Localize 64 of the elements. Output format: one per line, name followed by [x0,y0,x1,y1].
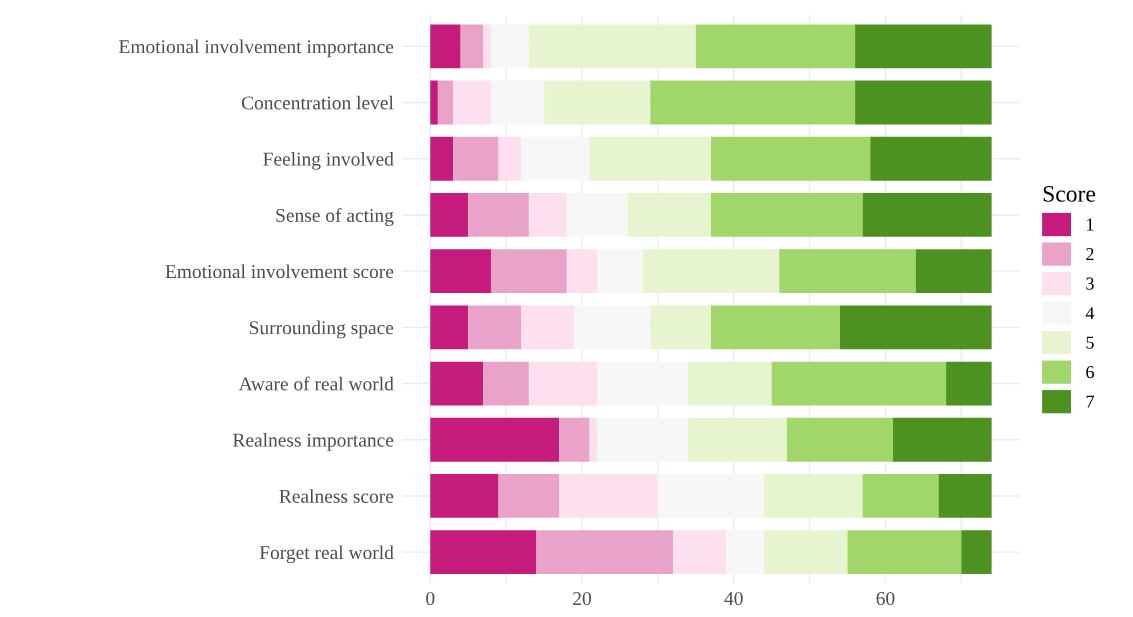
legend-title: Score [1043,185,1096,202]
bar [786,417,894,462]
bar [915,249,992,294]
y-tick-label: Realness score [279,489,394,503]
legend-label: 6 [1086,366,1094,379]
bar [430,80,438,125]
x-tick-label: 40 [724,591,743,606]
bar [430,530,537,575]
legend-label: 3 [1086,277,1094,290]
bar [961,530,992,575]
bar [468,305,522,350]
bar [430,305,469,350]
bar [437,80,454,125]
y-tick-label: Emotional involvement score [165,264,394,279]
legend-label: 4 [1085,307,1095,320]
bar [430,24,461,69]
bar [483,24,491,69]
x-tick-label: 20 [573,591,591,606]
bar [490,249,567,294]
y-tick-label: Aware of real world [238,376,394,391]
bar [710,305,840,350]
bar [893,417,992,462]
bar [483,361,529,406]
legend-label: 7 [1086,395,1094,408]
bar [468,193,529,237]
bar [862,474,939,518]
bar [430,193,469,237]
bar [559,417,590,462]
y-tick-label: Realness importance [232,433,394,451]
y-tick-label: Concentration level [241,95,394,110]
bar [695,24,856,69]
bar [498,474,560,518]
y-tick-label: Emotional involvement importance [119,39,394,58]
bar [536,530,674,575]
bar [430,249,491,294]
y-tick-label: Feeling involved [263,151,394,170]
bar [430,136,454,181]
bar [779,249,916,294]
y-tick-label: Sense of acting [276,208,394,226]
legend-label: 1 [1087,218,1094,231]
x-tick-label: 0 [426,591,435,606]
legend-label: 5 [1086,336,1094,349]
bar [855,80,992,125]
bar [862,193,992,237]
bar [650,80,856,125]
legend-label: 2 [1086,248,1094,260]
x-tick-label: 60 [876,591,895,606]
bar [938,474,992,518]
bar [453,136,499,181]
bar [710,193,863,237]
bar [460,24,484,69]
bar [771,361,947,406]
bar [870,136,992,181]
bar [855,24,992,69]
bar [847,530,962,575]
bar [839,305,992,350]
bar [430,361,484,406]
y-tick-label: Forget real world [259,545,394,564]
bar [589,417,598,462]
bar [430,417,560,462]
y-tick-label: Surrounding space [249,320,394,339]
bar [430,474,499,518]
bar [710,136,871,181]
bar [946,361,992,406]
